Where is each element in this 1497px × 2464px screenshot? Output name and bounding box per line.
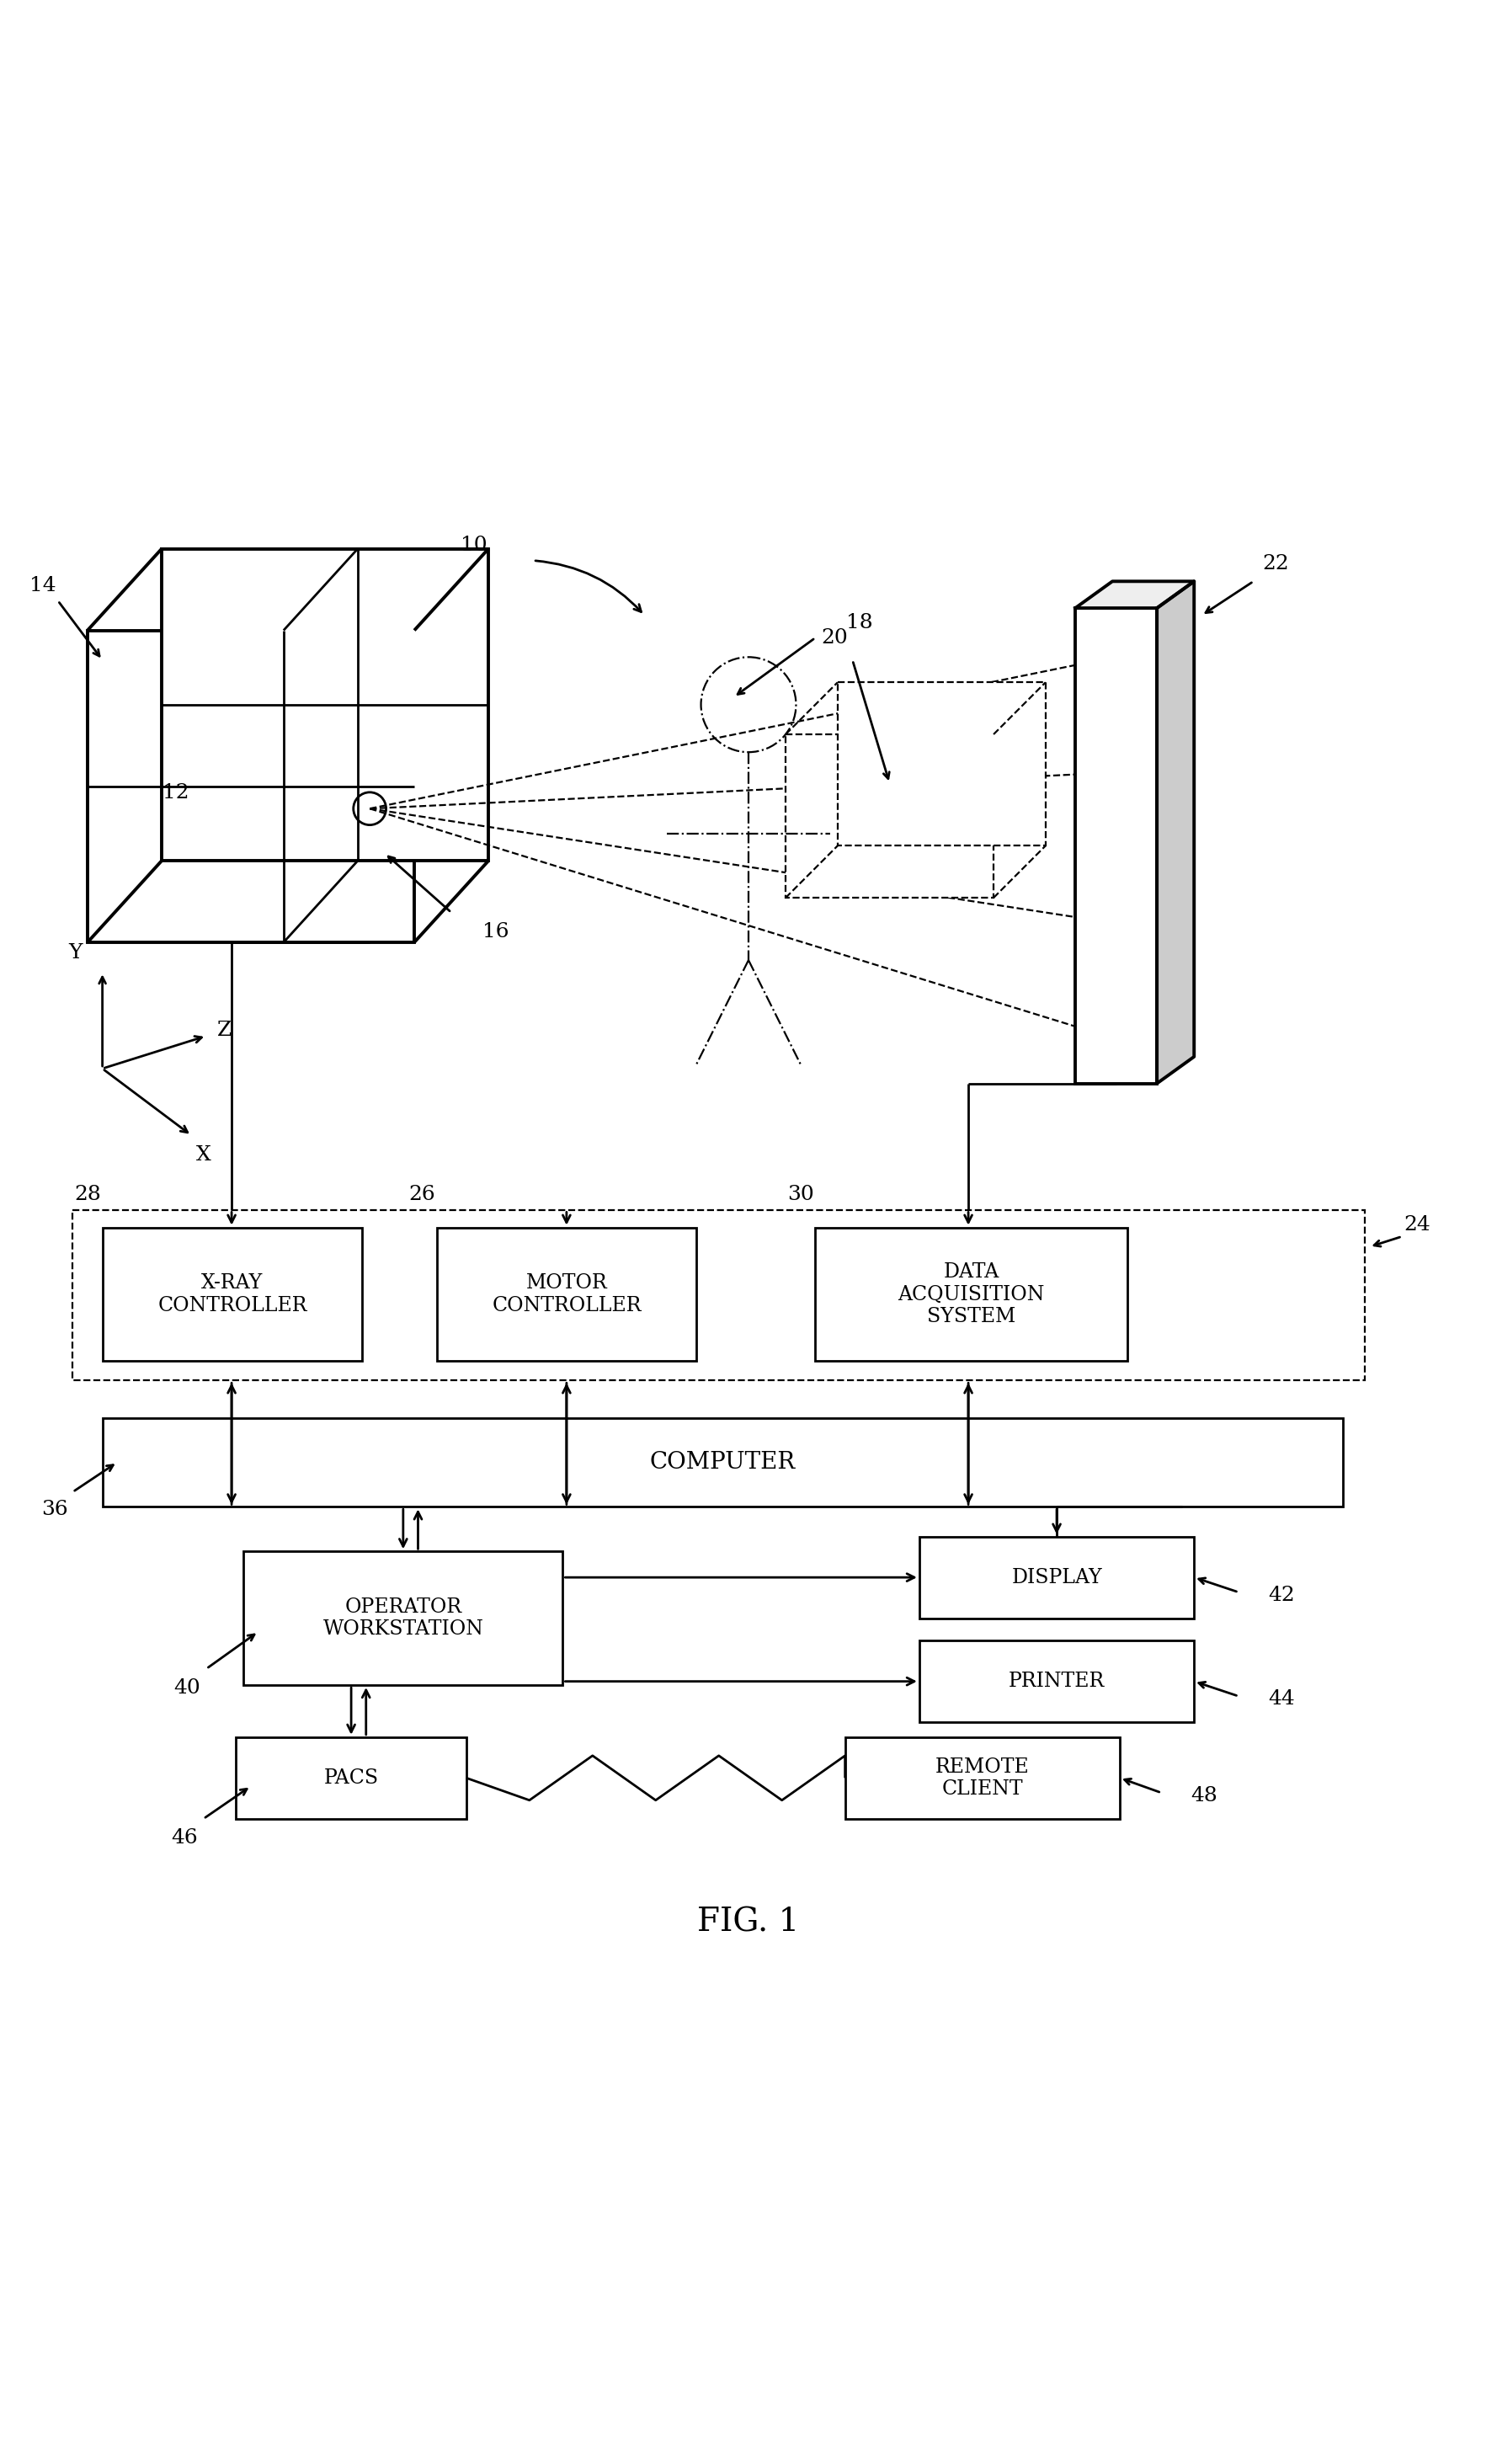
Bar xyxy=(102,1227,362,1360)
Text: 10: 10 xyxy=(461,537,487,554)
Text: 30: 30 xyxy=(787,1185,814,1205)
Text: 26: 26 xyxy=(409,1185,436,1205)
Text: DATA
ACQUISITION
SYSTEM: DATA ACQUISITION SYSTEM xyxy=(898,1262,1045,1326)
Bar xyxy=(162,549,488,860)
Text: 42: 42 xyxy=(1268,1584,1295,1604)
Text: 40: 40 xyxy=(174,1678,201,1698)
Text: 12: 12 xyxy=(163,784,189,803)
Text: 36: 36 xyxy=(42,1501,69,1520)
Bar xyxy=(919,1641,1195,1722)
Text: 46: 46 xyxy=(171,1828,198,1848)
Text: 16: 16 xyxy=(482,922,509,941)
Text: 22: 22 xyxy=(1262,554,1289,574)
Bar xyxy=(1075,609,1157,1084)
Bar xyxy=(244,1552,563,1685)
Bar xyxy=(838,683,1045,845)
Text: X: X xyxy=(196,1146,211,1165)
Text: PRINTER: PRINTER xyxy=(1009,1671,1105,1690)
Text: DISPLAY: DISPLAY xyxy=(1012,1567,1102,1587)
Bar xyxy=(786,734,994,897)
Text: 28: 28 xyxy=(75,1185,100,1205)
Text: Z: Z xyxy=(217,1020,232,1040)
Bar xyxy=(102,1417,1343,1508)
Text: OPERATOR
WORKSTATION: OPERATOR WORKSTATION xyxy=(323,1597,484,1639)
Text: 20: 20 xyxy=(822,628,847,648)
Text: REMOTE
CLIENT: REMOTE CLIENT xyxy=(936,1757,1030,1799)
Text: Y: Y xyxy=(69,944,82,963)
Bar xyxy=(87,631,415,941)
Bar xyxy=(437,1227,696,1360)
Text: 18: 18 xyxy=(847,614,873,633)
Bar xyxy=(73,1210,1365,1380)
Bar xyxy=(919,1538,1195,1619)
Polygon shape xyxy=(1157,582,1195,1084)
Text: MOTOR
CONTROLLER: MOTOR CONTROLLER xyxy=(493,1274,641,1316)
Bar xyxy=(237,1737,466,1818)
Text: PACS: PACS xyxy=(323,1769,379,1786)
Text: FIG. 1: FIG. 1 xyxy=(698,1907,799,1939)
Bar xyxy=(816,1227,1127,1360)
Polygon shape xyxy=(1075,582,1195,609)
Text: 24: 24 xyxy=(1404,1215,1430,1234)
Text: 48: 48 xyxy=(1192,1786,1219,1806)
Bar xyxy=(844,1737,1120,1818)
Text: 44: 44 xyxy=(1268,1690,1295,1710)
Text: 14: 14 xyxy=(30,577,57,596)
Text: COMPUTER: COMPUTER xyxy=(650,1451,795,1473)
Text: X-RAY
CONTROLLER: X-RAY CONTROLLER xyxy=(157,1274,307,1316)
